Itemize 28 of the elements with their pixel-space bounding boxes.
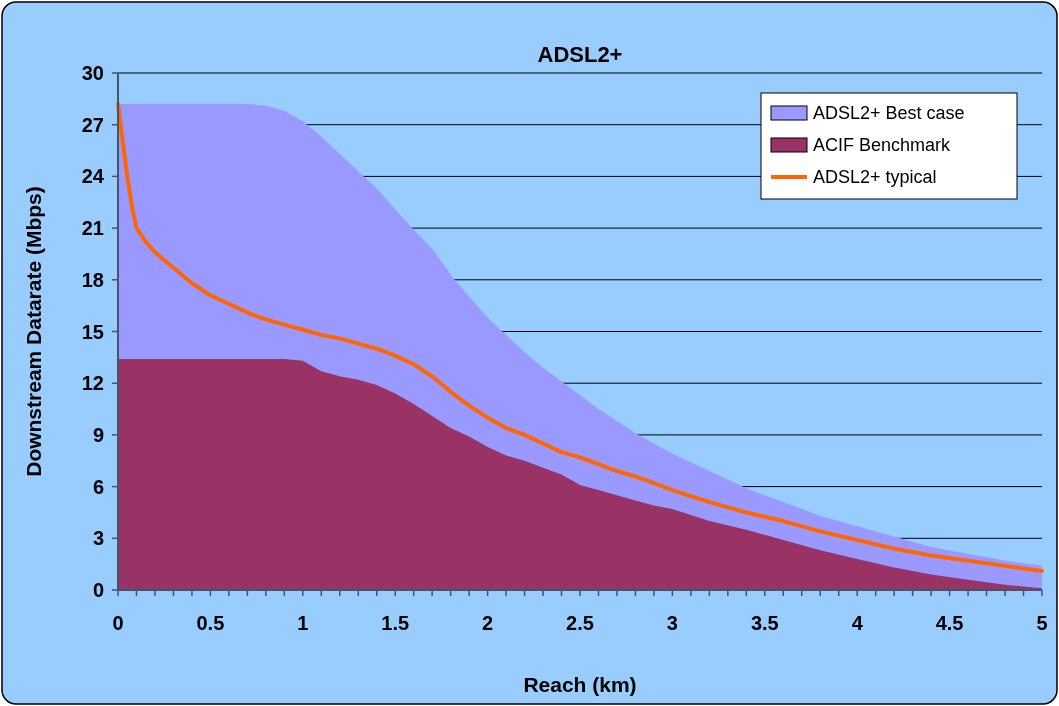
x-axis-title: Reach (km) bbox=[523, 673, 637, 696]
x-tick-label: 5 bbox=[1036, 612, 1048, 634]
y-tick-label: 27 bbox=[81, 113, 104, 136]
x-tick-label: 4 bbox=[851, 612, 864, 634]
x-tick-label: 0 bbox=[112, 612, 124, 634]
chart-title: ADSL2+ bbox=[537, 42, 623, 67]
x-tick-label: 4.5 bbox=[935, 612, 964, 634]
y-tick-label: 0 bbox=[92, 579, 104, 601]
x-tick-label: 2 bbox=[482, 612, 494, 634]
y-tick-label: 12 bbox=[81, 372, 104, 395]
y-tick-label: 24 bbox=[81, 165, 105, 188]
legend-label: ADSL2+ typical bbox=[813, 167, 937, 188]
x-tick-label: 2.5 bbox=[566, 612, 594, 634]
x-tick-label: 1.5 bbox=[381, 612, 410, 634]
x-tick-label: 3.5 bbox=[750, 612, 779, 634]
x-tick-label: 1 bbox=[297, 612, 309, 634]
y-axis-title: Downstream Datarate (Mbps) bbox=[22, 186, 45, 477]
y-tick-label: 9 bbox=[92, 423, 104, 446]
y-tick-label: 3 bbox=[92, 527, 104, 550]
y-tick-label: 18 bbox=[81, 268, 104, 291]
x-tick-label: 3 bbox=[666, 612, 678, 634]
x-tick-label: 0.5 bbox=[196, 612, 225, 634]
legend-label: ACIF Benchmark bbox=[813, 135, 952, 156]
y-tick-label: 15 bbox=[81, 320, 104, 343]
y-tick-label: 30 bbox=[81, 62, 104, 84]
legend-label: ADSL2+ Best case bbox=[813, 103, 965, 124]
y-tick-label: 6 bbox=[92, 475, 104, 498]
y-tick-label: 21 bbox=[81, 217, 104, 240]
